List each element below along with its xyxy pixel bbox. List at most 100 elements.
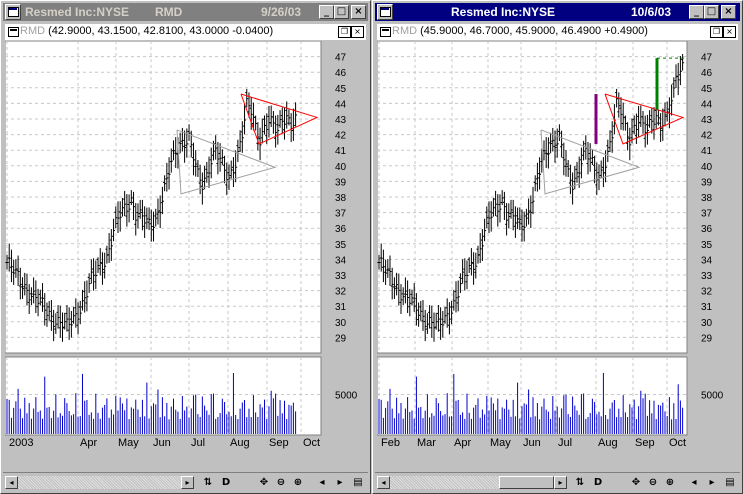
scale-icon[interactable]: ⇅ [575, 477, 585, 488]
month-label: Jul [558, 437, 572, 449]
price-volume-chart[interactable]: 47 46 45 44 43 42 41 40 39 38 37 36 35 34 33 32 31 30 29 50… [376, 40, 740, 473]
chart-area-left[interactable]: 47 46 45 44 43 42 41 40 39 38 37 36 35 34 33 32 31 30 29 50… [4, 40, 368, 478]
month-label: Aug [230, 437, 250, 449]
price-tick-label: 39 [701, 177, 713, 188]
price-tick-label: 31 [701, 302, 713, 313]
minimize-button[interactable]: _ [689, 5, 704, 19]
list-icon[interactable]: ▤ [725, 477, 735, 488]
price-tick-label: 40 [335, 162, 347, 173]
zoom-out-icon[interactable]: ⊖ [648, 477, 658, 488]
window-symbol: RMD [155, 5, 183, 19]
price-tick-label: 36 [335, 224, 347, 235]
window-menu-icon[interactable] [377, 4, 393, 20]
pane-close-button[interactable]: × [723, 26, 736, 38]
scroll-left-button[interactable]: ◂ [5, 476, 18, 489]
scroll-thumb[interactable] [499, 476, 554, 489]
price-tick-label: 38 [701, 193, 713, 204]
step-back-icon[interactable]: ◂ [691, 477, 697, 488]
month-label: Jun [153, 437, 171, 449]
price-tick-label: 36 [701, 224, 713, 235]
close-button[interactable]: × [351, 5, 366, 19]
list-icon[interactable]: ▤ [353, 477, 363, 488]
price-tick-label: 42 [335, 131, 347, 142]
chart-area-right[interactable]: 47 46 45 44 43 42 41 40 39 38 37 36 35 34 33 32 31 30 29 50… [376, 40, 740, 478]
price-tick-label: 38 [335, 193, 347, 204]
month-label: Sep [269, 437, 289, 449]
window-title: Resmed Inc:NYSE [451, 5, 556, 19]
price-tick-label: 30 [335, 318, 347, 329]
zoom-in-icon[interactable]: ⊕ [665, 477, 675, 488]
step-back-icon[interactable]: ◂ [319, 477, 325, 488]
price-tick-label: 47 [701, 53, 713, 64]
price-tick-label: 32 [701, 287, 713, 298]
ohlc-values: (42.9000, 43.1500, 42.8100, 43.0000 -0.0… [48, 25, 274, 37]
price-tick-label: 33 [335, 271, 347, 282]
zoom-out-icon[interactable]: ⊖ [276, 477, 286, 488]
scale-icon[interactable]: ⇅ [203, 477, 213, 488]
price-tick-label: 33 [701, 271, 713, 282]
price-tick-label: 46 [335, 68, 347, 79]
maximize-button[interactable]: □ [334, 5, 349, 19]
scroll-track[interactable] [390, 476, 499, 489]
pane-restore-button[interactable]: ❐ [338, 26, 351, 38]
scroll-track[interactable] [18, 476, 181, 489]
window-date: 10/6/03 [631, 5, 672, 19]
symmetrical-triangle-early [176, 129, 277, 195]
period-button[interactable]: D [221, 477, 231, 488]
month-label: Oct [669, 437, 686, 449]
price-tick-label: 35 [701, 240, 713, 251]
price-tick-label: 42 [701, 131, 713, 142]
window-title: Resmed Inc:NYSE [25, 5, 130, 19]
zoom-in-icon[interactable]: ⊕ [293, 477, 303, 488]
minimize-button[interactable]: _ [319, 5, 334, 19]
price-tick-label: 37 [335, 209, 347, 220]
scroll-right-button[interactable]: ▸ [554, 476, 567, 489]
month-label: Jul [191, 437, 205, 449]
step-forward-icon[interactable]: ▸ [709, 477, 715, 488]
pane-restore-button[interactable]: ❐ [710, 26, 723, 38]
step-forward-icon[interactable]: ▸ [337, 477, 343, 488]
chart-window-left[interactable]: Resmed Inc:NYSE RMD 9/26/03 _ □ × RMD (4… [0, 0, 371, 494]
maximize-button[interactable]: □ [704, 5, 719, 19]
price-tick-label: 41 [335, 146, 347, 157]
price-tick-label: 31 [335, 302, 347, 313]
price-tick-label: 45 [701, 84, 713, 95]
ohlc-values: (45.9000, 46.7000, 45.9000, 46.4900 +0.4… [420, 25, 648, 37]
pane-close-button[interactable]: × [351, 26, 364, 38]
chart-window-right[interactable]: Resmed Inc:NYSE 10/6/03 _ □ × RMD (45.90… [372, 0, 743, 494]
price-tick-label: 43 [335, 115, 347, 126]
price-tick-label: 29 [335, 333, 347, 344]
chart-toolbar-right: ◂ ▸ ⇅ D ✥ ⊖ ⊕ ◂ ▸ ▤ [375, 472, 740, 491]
close-button[interactable]: × [721, 5, 736, 19]
month-label: Apr [454, 437, 471, 449]
crosshair-icon[interactable]: ✥ [259, 477, 269, 488]
price-tick-label: 41 [701, 146, 713, 157]
scroll-right-button[interactable]: ▸ [181, 476, 194, 489]
month-label: Sep [635, 437, 655, 449]
month-label: Mar [417, 437, 436, 449]
month-label: Aug [598, 437, 618, 449]
title-bar-right[interactable]: Resmed Inc:NYSE 10/6/03 _ □ × [375, 3, 740, 21]
window-menu-icon[interactable] [5, 4, 21, 20]
price-volume-chart[interactable]: 47 46 45 44 43 42 41 40 39 38 37 36 35 34 33 32 31 30 29 50… [4, 40, 368, 473]
month-label: Oct [303, 437, 320, 449]
title-bar-left[interactable]: Resmed Inc:NYSE RMD 9/26/03 _ □ × [3, 3, 368, 21]
month-label: May [118, 437, 139, 449]
period-button[interactable]: D [593, 477, 603, 488]
price-tick-label: 39 [335, 177, 347, 188]
price-tick-label: 44 [335, 99, 347, 110]
price-tick-label: 34 [701, 255, 713, 266]
symmetrical-triangle-recent [604, 93, 685, 145]
month-label: Jun [523, 437, 541, 449]
chart-icon [380, 27, 391, 37]
scroll-left-button[interactable]: ◂ [377, 476, 390, 489]
price-tick-label: 44 [701, 99, 713, 110]
month-label: 2003 [9, 437, 33, 449]
symbol-label: RMD [392, 25, 418, 37]
price-tick-label: 32 [335, 287, 347, 298]
chart-icon [8, 27, 19, 37]
crosshair-icon[interactable]: ✥ [631, 477, 641, 488]
chart-header-left: RMD (42.9000, 43.1500, 42.8100, 43.0000 … [5, 24, 366, 41]
price-tick-label: 34 [335, 255, 347, 266]
price-tick-label: 37 [701, 209, 713, 220]
